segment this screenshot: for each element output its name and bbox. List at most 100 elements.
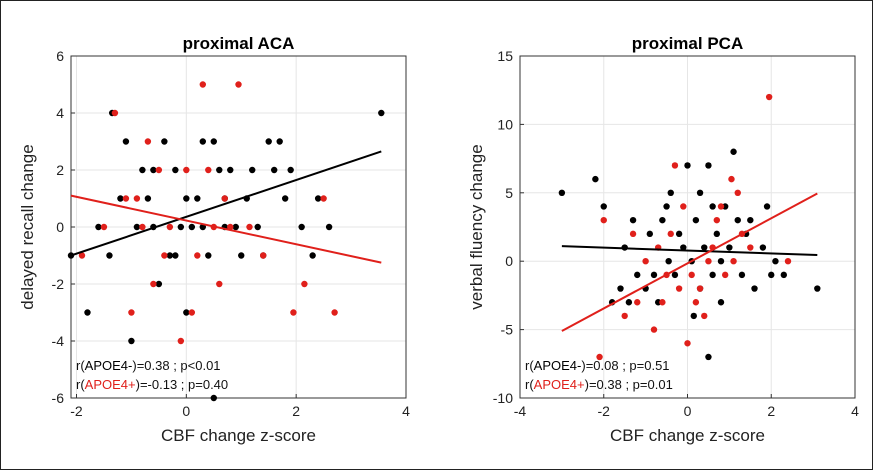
data-point xyxy=(629,230,637,238)
data-point xyxy=(659,299,666,306)
x-tick-label: 0 xyxy=(684,403,692,419)
data-point xyxy=(235,81,242,88)
data-point xyxy=(314,195,322,202)
data-point xyxy=(161,138,168,145)
data-point xyxy=(667,189,674,196)
data-point xyxy=(759,244,767,251)
data-point xyxy=(650,271,658,279)
data-point xyxy=(705,353,712,361)
data-point xyxy=(287,166,294,174)
data-point xyxy=(709,271,716,279)
data-point xyxy=(730,148,737,155)
data-point xyxy=(696,189,704,196)
data-point xyxy=(680,203,687,210)
fit-line xyxy=(70,194,382,264)
data-point xyxy=(690,312,697,320)
fit-line xyxy=(70,150,382,257)
y-axis-label: verbal fluency change xyxy=(467,144,486,309)
data-point xyxy=(709,203,716,210)
data-point xyxy=(150,166,157,174)
data-point xyxy=(301,280,308,288)
data-point xyxy=(701,312,708,320)
data-point xyxy=(721,271,729,279)
y-tick-label: 15 xyxy=(497,48,513,64)
x-axis-label: CBF change z-score xyxy=(610,426,765,445)
data-point xyxy=(232,223,239,231)
data-point xyxy=(144,195,152,202)
data-point xyxy=(95,223,102,231)
data-point xyxy=(260,252,267,259)
data-point xyxy=(100,223,108,231)
x-tick-label: 0 xyxy=(182,403,190,419)
data-point xyxy=(675,230,683,238)
data-point xyxy=(139,166,146,174)
x-tick-label: -2 xyxy=(70,403,83,419)
data-point xyxy=(276,138,283,145)
data-point xyxy=(734,216,741,224)
y-axis-label: delayed recall change xyxy=(18,144,37,309)
x-tick-label: -4 xyxy=(514,403,527,419)
y-tick-label: 4 xyxy=(56,105,64,121)
data-point xyxy=(713,230,721,238)
data-point xyxy=(144,138,152,145)
data-point xyxy=(600,216,607,224)
data-point xyxy=(730,258,737,265)
data-point xyxy=(221,195,228,202)
correlation-annotation: r(APOE4-)=0.38 ; p<0.01 xyxy=(76,358,221,373)
series-apoe4-neg xyxy=(558,148,821,361)
data-point xyxy=(106,252,113,259)
data-point xyxy=(183,195,190,202)
x-tick-label: 4 xyxy=(402,403,410,419)
data-point xyxy=(717,299,725,306)
data-point xyxy=(659,216,666,224)
data-point xyxy=(205,166,212,174)
x-axis-label: CBF change z-score xyxy=(161,426,316,445)
data-point xyxy=(592,175,599,183)
data-point xyxy=(216,166,223,174)
data-point xyxy=(634,299,641,306)
x-tick-label: 2 xyxy=(292,403,300,419)
data-point xyxy=(738,271,746,279)
data-point xyxy=(122,138,130,145)
data-point xyxy=(665,258,672,265)
data-point xyxy=(692,216,700,224)
y-tick-label: -4 xyxy=(52,333,65,349)
x-tick-label: 2 xyxy=(767,403,775,419)
data-point xyxy=(298,223,305,231)
data-point xyxy=(265,138,272,145)
data-point xyxy=(183,309,190,316)
data-point xyxy=(199,81,207,88)
data-point xyxy=(646,230,654,238)
data-point xyxy=(634,271,641,279)
data-point xyxy=(122,195,130,202)
data-point xyxy=(84,309,91,316)
data-point xyxy=(728,175,735,183)
data-point xyxy=(205,252,212,259)
data-point xyxy=(705,258,712,265)
data-point xyxy=(210,138,217,145)
data-point xyxy=(772,258,779,265)
data-point xyxy=(325,223,333,231)
data-point xyxy=(270,166,278,174)
data-point xyxy=(705,162,712,169)
data-point xyxy=(172,166,179,174)
data-point xyxy=(378,109,385,117)
data-point xyxy=(751,285,758,292)
data-point xyxy=(155,280,163,288)
correlation-annotation: r(APOE4+)=-0.13 ; p=0.40 xyxy=(76,377,228,392)
x-tick-label: 4 xyxy=(851,403,859,419)
data-point xyxy=(161,252,168,259)
data-point xyxy=(111,109,119,117)
y-tick-label: -6 xyxy=(52,390,65,406)
data-point xyxy=(78,252,86,259)
data-point xyxy=(172,252,179,259)
correlation-annotation: r(APOE4+)=0.38 ; p=0.01 xyxy=(525,377,673,392)
data-point xyxy=(692,299,700,306)
data-point xyxy=(199,138,207,145)
data-point xyxy=(747,216,754,224)
data-point xyxy=(281,195,289,202)
data-point xyxy=(177,337,185,345)
data-point xyxy=(166,252,174,259)
data-point xyxy=(227,166,234,174)
